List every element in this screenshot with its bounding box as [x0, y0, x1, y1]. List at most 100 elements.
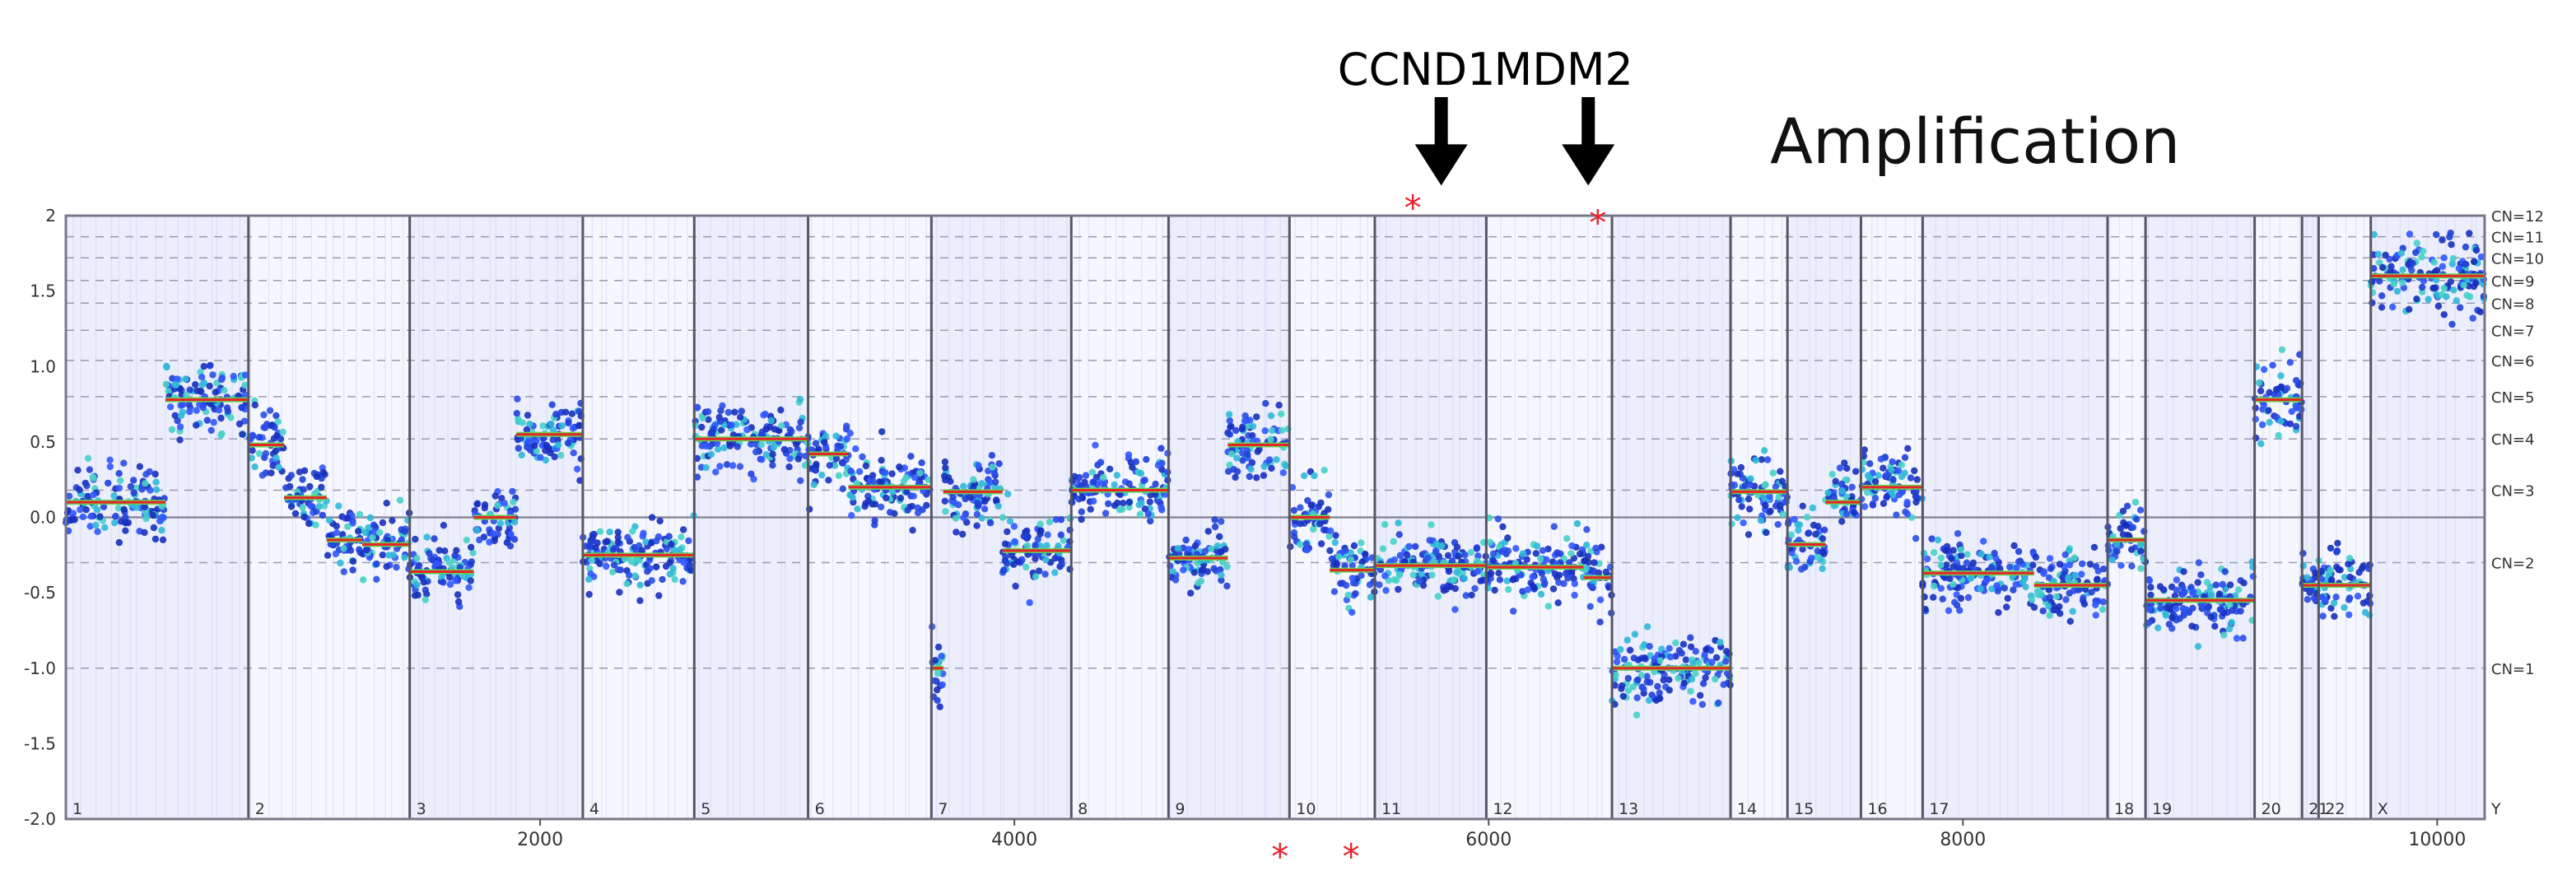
data-point: [1591, 559, 1598, 566]
data-point: [340, 568, 347, 575]
data-point: [496, 519, 505, 527]
data-point: [1585, 559, 1592, 566]
data-point: [2374, 250, 2383, 258]
data-point: [1004, 491, 1012, 498]
data-point: [1554, 599, 1562, 607]
data-point: [847, 468, 855, 475]
data-point: [523, 426, 531, 434]
data-point: [1198, 566, 1205, 575]
data-point: [2066, 561, 2074, 569]
data-point: [1011, 538, 1019, 546]
data-point: [1957, 546, 1965, 553]
data-point: [1861, 503, 1869, 510]
data-point: [1426, 537, 1433, 544]
x-tick-label: 6000: [1465, 830, 1512, 850]
data-point: [210, 418, 217, 426]
data-point: [1249, 432, 1256, 440]
data-point: [1105, 500, 1112, 508]
data-point: [1745, 531, 1753, 538]
data-point: [967, 494, 974, 501]
data-point: [636, 581, 644, 589]
data-point: [1571, 579, 1579, 588]
data-point: [1977, 550, 1985, 558]
data-point: [1991, 549, 1998, 557]
data-point: [1761, 482, 1768, 489]
data-point: [716, 463, 724, 470]
chromosome-label: 14: [1737, 800, 1757, 818]
data-point: [2090, 543, 2099, 552]
data-point: [431, 535, 438, 542]
data-point: [178, 412, 185, 419]
data-point: [2046, 555, 2054, 562]
data-point: [412, 535, 419, 543]
data-point: [398, 526, 405, 533]
data-point: [549, 436, 557, 444]
data-point: [1241, 417, 1249, 425]
data-point: [1866, 460, 1874, 468]
data-point: [251, 401, 259, 409]
data-point: [291, 510, 300, 518]
data-point: [1592, 544, 1600, 552]
data-point: [2013, 564, 2020, 572]
data-point: [2462, 260, 2469, 268]
data-point: [1366, 581, 1374, 589]
data-point: [1102, 510, 1110, 517]
data-point: [1201, 547, 1209, 555]
data-point: [1358, 539, 1365, 547]
data-point: [130, 477, 137, 484]
data-point: [2208, 592, 2215, 599]
data-point: [1763, 528, 1770, 537]
chromosome-label: Y: [2490, 800, 2501, 818]
data-point: [1949, 580, 1957, 589]
data-point: [2434, 267, 2441, 274]
cn-label: CN=6: [2491, 353, 2535, 370]
data-point: [1584, 552, 1592, 561]
data-point: [1320, 526, 1328, 533]
data-point: [2168, 614, 2176, 621]
data-point: [241, 381, 249, 389]
data-point: [2147, 591, 2154, 599]
data-point: [163, 363, 170, 371]
data-point: [1888, 466, 1895, 473]
data-point: [1660, 676, 1667, 684]
data-point: [2045, 603, 2052, 610]
data-point: [1440, 587, 1448, 594]
cn-label: CN=2: [2491, 555, 2535, 572]
data-point: [287, 472, 296, 479]
data-point: [1994, 587, 2001, 595]
chromosome-label: 18: [2114, 800, 2134, 818]
data-point: [2319, 612, 2327, 620]
data-point: [2046, 612, 2053, 619]
data-point: [106, 463, 114, 471]
data-point: [87, 513, 95, 520]
data-point: [952, 514, 960, 522]
data-point: [1333, 561, 1340, 569]
data-point: [2303, 596, 2311, 603]
data-point: [2447, 229, 2454, 237]
chromosome-label: 7: [938, 800, 948, 818]
data-point: [2333, 547, 2341, 555]
data-point: [2449, 254, 2457, 263]
data-point: [1504, 547, 1512, 555]
data-point: [1444, 582, 1452, 589]
data-point: [717, 407, 724, 415]
data-point: [2099, 598, 2107, 606]
data-point: [514, 395, 521, 403]
data-point: [1325, 505, 1332, 514]
data-point: [785, 463, 793, 471]
data-point: [1787, 531, 1795, 538]
data-point: [2257, 440, 2265, 448]
data-point: [1180, 566, 1187, 574]
data-point: [1794, 521, 1801, 528]
data-point: [379, 519, 387, 527]
data-point: [2460, 282, 2467, 289]
data-point: [1246, 417, 1254, 424]
data-point: [1233, 468, 1241, 475]
data-point: [826, 462, 833, 469]
data-point: [1832, 477, 1839, 485]
data-point: [260, 411, 268, 419]
data-point: [2147, 584, 2154, 591]
data-point: [2399, 279, 2406, 286]
data-point: [644, 568, 651, 575]
data-point: [2032, 553, 2040, 561]
